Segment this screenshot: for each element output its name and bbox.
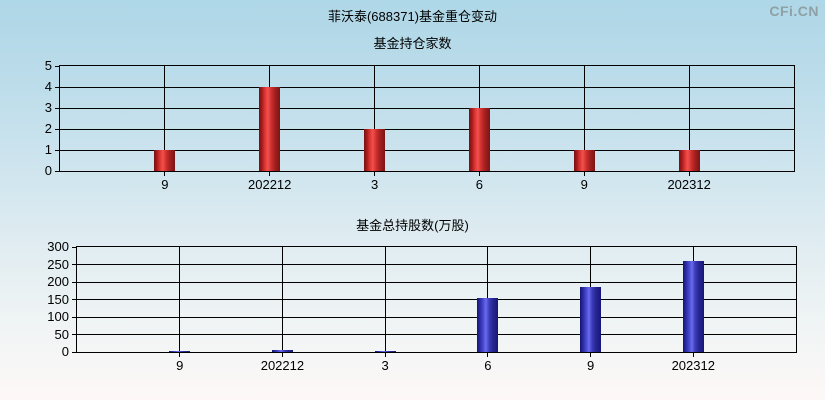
- y-axis-tick: [72, 351, 77, 353]
- gridline-horizontal: [60, 86, 794, 88]
- x-axis-label: 202212: [248, 177, 292, 192]
- gridline-vertical: [179, 247, 181, 352]
- gridline-horizontal: [60, 128, 794, 130]
- y-axis-tick: [55, 170, 60, 172]
- bar: [468, 108, 490, 171]
- gridline-horizontal: [60, 107, 794, 109]
- fund-shares-chart-title: 基金总持股数(万股): [356, 218, 469, 233]
- fund-count-chart-title: 基金持仓家数: [373, 36, 452, 51]
- gridline-vertical: [583, 66, 585, 171]
- bar: [573, 150, 595, 171]
- gridline-vertical: [281, 247, 283, 352]
- gridline-horizontal: [77, 299, 796, 300]
- y-axis-tick: [55, 128, 60, 130]
- x-axis-tick: [478, 171, 480, 176]
- bar: [374, 351, 396, 352]
- y-axis-tick: [72, 316, 77, 318]
- gridline-horizontal: [77, 264, 796, 265]
- y-axis-label: 250: [47, 256, 69, 272]
- bar: [682, 261, 704, 352]
- x-axis-label: 9: [586, 358, 595, 373]
- bar: [169, 351, 191, 352]
- y-axis-tick: [72, 281, 77, 283]
- y-axis-label: 100: [47, 309, 69, 324]
- bar: [477, 298, 499, 352]
- gridline-horizontal: [77, 316, 796, 318]
- x-axis-label: 9: [176, 358, 184, 373]
- x-axis-label: 202312: [671, 358, 715, 373]
- x-axis-label: 202212: [260, 358, 305, 373]
- x-axis-tick: [692, 352, 694, 357]
- y-axis-label: 0: [44, 163, 52, 178]
- x-axis-label: 3: [381, 358, 389, 373]
- bar: [271, 350, 293, 352]
- x-axis-tick: [374, 171, 376, 176]
- x-axis-label: 3: [370, 177, 379, 192]
- x-axis-label: 202312: [667, 177, 711, 192]
- x-axis-label: 6: [484, 358, 492, 373]
- x-axis-label: 9: [580, 177, 588, 192]
- y-axis-label: 2: [44, 121, 52, 136]
- fund-shares-plot: 0 50 100 150 200 250 300 9 202212 3 6 9 202312: [47, 239, 797, 373]
- bar: [259, 87, 281, 171]
- gridline-vertical: [384, 247, 386, 352]
- bar: [364, 129, 386, 171]
- y-axis-tick: [55, 86, 60, 88]
- y-axis-tick: [55, 65, 60, 67]
- gridline-vertical: [688, 66, 690, 171]
- y-axis-label: 0: [61, 344, 69, 359]
- x-axis-tick: [487, 352, 489, 357]
- page-title: 菲沃泰(688371)基金重仓变动: [327, 9, 498, 24]
- x-axis-tick: [590, 352, 592, 357]
- cfi-logo: CFi.CN: [769, 3, 819, 19]
- x-axis-tick: [269, 171, 271, 176]
- y-axis-label: 4: [44, 79, 52, 94]
- x-axis-tick: [281, 352, 283, 357]
- y-axis-tick: [72, 299, 77, 300]
- x-axis-label: 6: [475, 177, 484, 192]
- bar: [154, 150, 176, 171]
- bar: [580, 287, 602, 352]
- x-axis-tick: [583, 171, 585, 176]
- gridline-vertical: [374, 66, 376, 171]
- gridline-horizontal: [77, 334, 796, 335]
- y-axis-label: 300: [47, 239, 69, 254]
- y-axis-label: 150: [47, 291, 69, 307]
- x-axis-label: 9: [161, 177, 169, 192]
- y-axis-label: 200: [47, 274, 69, 289]
- gridline-vertical: [164, 66, 166, 171]
- y-axis-tick: [72, 264, 77, 265]
- bar: [678, 150, 700, 171]
- y-axis-label: 1: [44, 142, 52, 157]
- x-axis-tick: [688, 171, 690, 176]
- gridline-horizontal: [77, 281, 796, 283]
- y-axis-tick: [72, 246, 77, 248]
- y-axis-label: 5: [44, 58, 52, 73]
- y-axis-tick: [55, 149, 60, 151]
- x-axis-tick: [384, 352, 386, 357]
- fund-count-plot: 0 1 2 3 4 5 9 202212 3 6 9 202312: [45, 58, 795, 192]
- x-axis-tick: [164, 171, 166, 176]
- x-axis-tick: [179, 352, 181, 357]
- y-axis-label: 3: [44, 100, 52, 115]
- y-axis-tick: [72, 334, 77, 335]
- gridline-horizontal: [60, 149, 794, 151]
- y-axis-label: 50: [54, 326, 69, 342]
- y-axis-tick: [55, 107, 60, 109]
